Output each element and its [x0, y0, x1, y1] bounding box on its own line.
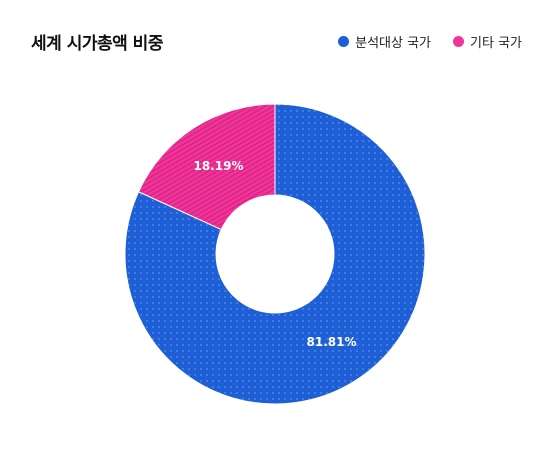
slice-analyzed[interactable]: [124, 103, 426, 405]
legend-item-other[interactable]: 기타 국가: [453, 32, 522, 51]
legend-swatch-analyzed: [338, 36, 350, 47]
legend-label-other: 기타 국가: [470, 36, 522, 51]
slice-other-label: 18.19%: [193, 159, 243, 173]
legend: 분석대상 국가 기타 국가: [316, 32, 522, 51]
slice-analyzed-label: 81.81%: [307, 335, 357, 349]
slice-other[interactable]: [137, 103, 276, 231]
legend-label-analyzed: 분석대상 국가: [355, 36, 432, 51]
legend-swatch-other: [453, 36, 465, 47]
legend-item-analyzed[interactable]: 분석대상 국가: [338, 32, 431, 51]
chart-title: 세계 시가총액 비중: [31, 34, 163, 54]
